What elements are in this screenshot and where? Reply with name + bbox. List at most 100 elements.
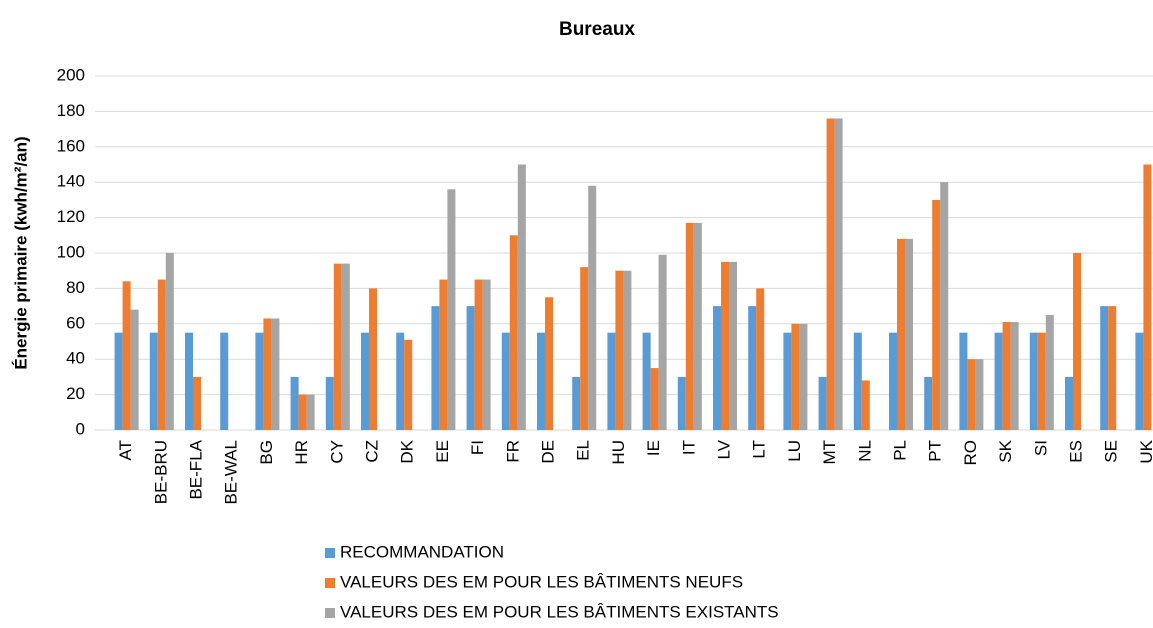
bar (905, 238, 913, 430)
bar (1037, 332, 1046, 430)
bar (1029, 332, 1038, 430)
bar (255, 332, 264, 430)
bar (677, 376, 686, 430)
x-tick-label: AT (116, 440, 135, 460)
bar (748, 306, 757, 430)
x-tick-label: BE-BRU (151, 440, 170, 504)
bar (897, 238, 905, 430)
bar (1143, 164, 1152, 430)
bar (623, 270, 632, 430)
bar (431, 306, 440, 430)
x-tick-label: HR (292, 440, 311, 465)
bar (333, 263, 342, 430)
y-tick-label: 80 (66, 278, 85, 297)
legend-swatch (325, 548, 335, 558)
bar (114, 332, 123, 430)
bar (967, 359, 976, 430)
bar (466, 306, 475, 430)
bar (994, 332, 1003, 430)
bar (889, 332, 897, 430)
x-tick-label: MT (820, 440, 839, 465)
y-tick-label: 200 (57, 65, 85, 84)
x-tick-label: ES (1066, 440, 1085, 463)
bar (122, 281, 131, 430)
bar (932, 199, 941, 430)
bar (834, 118, 843, 430)
bar (130, 309, 139, 430)
bar (650, 368, 659, 430)
x-tick-label: RO (961, 440, 980, 466)
x-tick-label: IE (644, 440, 663, 456)
bar (220, 332, 229, 430)
legend-label: VALEURS DES EM POUR LES BÂTIMENTS NEUFS (340, 572, 743, 591)
bar (642, 332, 651, 430)
x-tick-label: SE (1102, 440, 1121, 463)
bar (157, 279, 166, 430)
bar (1135, 332, 1144, 430)
bar (361, 332, 369, 430)
bar (658, 254, 667, 430)
y-tick-label: 0 (76, 419, 85, 438)
x-tick-label: BG (257, 440, 276, 465)
bar (580, 267, 589, 430)
bar (721, 261, 729, 430)
bar (298, 394, 307, 430)
x-tick-label: IT (679, 440, 698, 455)
legend-swatch (325, 578, 335, 588)
bar (193, 376, 201, 430)
x-tick-label: SI (1031, 440, 1050, 456)
bar (271, 318, 280, 430)
x-tick-label: CY (327, 440, 346, 464)
bar (325, 376, 334, 430)
bar (341, 263, 350, 430)
bar (185, 332, 193, 430)
bar (1065, 376, 1073, 430)
bar (924, 376, 933, 430)
bar (713, 306, 721, 430)
bar (1100, 306, 1109, 430)
legend-label: RECOMMANDATION (340, 542, 504, 561)
bar (693, 222, 702, 430)
bar (1045, 314, 1054, 430)
x-tick-label: LV (714, 439, 733, 459)
bar (729, 261, 737, 430)
bar (607, 332, 616, 430)
x-tick-label: FI (468, 440, 487, 455)
bar (791, 323, 800, 430)
bar (853, 332, 862, 430)
bar (826, 118, 835, 430)
bar (940, 182, 949, 430)
bar (509, 235, 518, 430)
x-tick-label: CZ (362, 440, 381, 463)
bar (1108, 306, 1117, 430)
bar (263, 318, 272, 430)
bar (439, 279, 448, 430)
x-tick-label: PL (890, 440, 909, 461)
y-tick-label: 40 (66, 349, 85, 368)
bar (1010, 322, 1019, 430)
bar (783, 332, 792, 430)
bar (1073, 253, 1081, 430)
y-tick-label: 160 (57, 136, 85, 155)
bar (447, 189, 456, 430)
y-tick-label: 140 (57, 172, 85, 191)
bar (404, 339, 413, 430)
y-axis-label: Énergie primaire (kwh/m²/an) (11, 136, 30, 369)
x-tick-label: SK (996, 439, 1015, 462)
bar (756, 288, 765, 430)
bar (1002, 322, 1011, 430)
bar (799, 323, 808, 430)
x-tick-label: DE (538, 440, 557, 464)
bar (165, 253, 174, 430)
x-tick-label: EL (574, 440, 593, 461)
bar (290, 376, 299, 430)
bar (861, 380, 870, 430)
y-tick-label: 100 (57, 242, 85, 261)
bar (685, 222, 694, 430)
bar (396, 332, 405, 430)
bar (588, 185, 597, 430)
x-tick-label: HU (609, 440, 628, 465)
x-tick-label: LT (750, 440, 769, 459)
bar (959, 332, 968, 430)
